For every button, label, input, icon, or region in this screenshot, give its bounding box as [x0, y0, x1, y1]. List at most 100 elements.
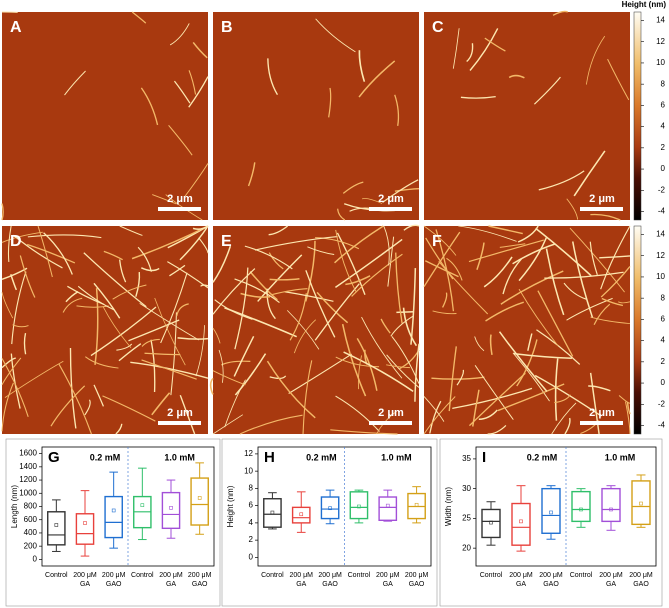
panel-frame [5, 438, 221, 607]
fibril [23, 332, 27, 355]
panel-label: B [221, 19, 233, 36]
x-tick-label: 200 μM GA [73, 572, 97, 588]
colorbar-tick-label: -2 [658, 399, 666, 408]
y-tick-label: 0 [33, 554, 38, 563]
fibril [188, 70, 197, 95]
colorbar-tick-label: 6 [661, 314, 666, 323]
fibril [1, 357, 16, 369]
fibril [64, 70, 86, 96]
fibril [391, 336, 420, 384]
fibril [1, 231, 43, 243]
x-tick-label: 200 μM GAO [188, 572, 212, 588]
colorbar-tick-label: 4 [661, 336, 666, 345]
fibril [472, 389, 480, 427]
fibril [335, 238, 403, 288]
fibril [305, 270, 336, 338]
fibril [315, 18, 356, 53]
colorbar-tick-label: 4 [661, 122, 666, 131]
fibril [337, 208, 346, 221]
fibril [144, 352, 181, 356]
afm-image [2, 226, 208, 434]
fibril [518, 237, 548, 282]
fibril [19, 255, 36, 298]
fibril [119, 225, 143, 236]
fibril [431, 376, 485, 380]
fibril [192, 225, 209, 230]
mean [609, 507, 613, 512]
fibril [387, 236, 395, 287]
y-tick-label: 20 [462, 543, 471, 552]
box [511, 502, 531, 546]
fibril [402, 307, 418, 347]
fibril [200, 284, 209, 287]
fibril [500, 270, 564, 305]
fibril [188, 76, 209, 108]
colorbar-tick-label: 8 [661, 79, 666, 88]
fibril [607, 58, 630, 101]
fibril [476, 242, 485, 270]
group-label: 0.2 mM [527, 452, 558, 462]
fibril [247, 162, 256, 187]
scale-bar [158, 207, 201, 211]
colorbar-tick-label: 14 [656, 16, 665, 25]
mean [140, 503, 145, 507]
fibril [478, 409, 498, 421]
y-tick-label: 600 [24, 515, 38, 524]
fibril [288, 353, 353, 394]
fibril [380, 318, 391, 334]
fibril [116, 343, 133, 351]
fibril [538, 170, 585, 191]
box [320, 496, 340, 520]
fibril [423, 396, 445, 422]
scale-bar [580, 207, 623, 211]
fibril [314, 283, 360, 341]
colorbar-tick-label: 12 [656, 37, 665, 46]
fibril [244, 245, 293, 270]
fibril [513, 352, 572, 359]
x-tick-label: Control [570, 572, 593, 579]
fibril [341, 323, 367, 397]
box [47, 511, 66, 546]
afm-image [2, 12, 208, 220]
fibril [90, 306, 157, 357]
fibril [358, 60, 396, 98]
fibril [316, 291, 349, 324]
fibril [293, 319, 317, 354]
fibril [336, 232, 366, 295]
mean [270, 510, 275, 515]
fibril [468, 239, 544, 263]
fibril [1, 292, 14, 319]
x-tick-label: Control [348, 572, 371, 579]
fibril [489, 334, 493, 355]
fibril [590, 316, 631, 324]
x-tick-label: 200 μM GAO [629, 572, 653, 588]
panel-letter: G [48, 449, 60, 466]
fibril [516, 339, 538, 387]
fibril [351, 253, 403, 297]
fibril [102, 306, 132, 349]
fibril [334, 225, 384, 264]
fibril [212, 327, 221, 344]
fibril [209, 377, 214, 395]
box [481, 508, 501, 539]
fibril [173, 80, 191, 104]
fibril [221, 360, 251, 366]
afm-image [213, 226, 419, 434]
fibril [545, 248, 565, 316]
mean [111, 508, 116, 513]
x-tick-label: 200 μM GA [599, 572, 623, 588]
fibril [535, 227, 592, 277]
fibril [488, 225, 523, 235]
fibril [212, 414, 243, 435]
fibril [498, 331, 548, 392]
scale-bar [580, 421, 623, 425]
fibril [94, 288, 99, 365]
y-tick-label: 400 [24, 528, 38, 537]
fibril [183, 163, 209, 198]
group-label: 1.0 mM [164, 452, 195, 462]
y-tick-label: 4 [249, 518, 254, 527]
fibril [589, 372, 600, 435]
colorbar-tick-label: 0 [661, 164, 666, 173]
fibril [566, 297, 613, 321]
